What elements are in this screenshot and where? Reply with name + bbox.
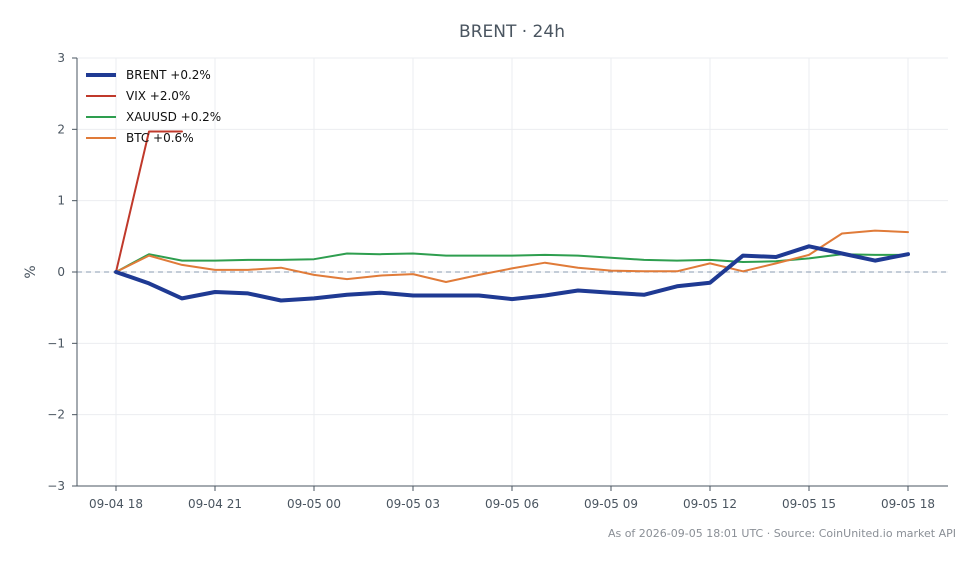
y-tick-label: 1 [57,194,65,208]
y-axis-label: % [23,265,39,278]
x-tick-label: 09-05 12 [683,497,737,511]
source-footer: As of 2026-09-05 18:01 UTC · Source: Coi… [607,527,956,540]
x-tick-label: 09-05 06 [485,497,539,511]
y-tick-label: 0 [57,265,65,279]
x-tick-label: 09-05 18 [881,497,935,511]
x-tick-label: 09-05 00 [287,497,341,511]
series-line-btc [115,229,909,283]
x-tick-label: 09-04 21 [188,497,242,511]
axes: 3 2 1 0 −1 −2 −3 09-04 18 09-04 21 09-05 00 09-05 … [47,51,948,511]
y-tick-label: −2 [47,408,65,422]
x-tick-label: 09-05 15 [782,497,836,511]
series-line-vix [115,130,183,273]
y-tick-label: 3 [57,51,65,65]
legend-label-btc: BTC +0.6% [126,131,194,145]
legend-label-vix: VIX +2.0% [126,89,190,103]
series-line-brent [114,244,910,303]
legend: BRENT +0.2% VIX +2.0% XAUUSD +0.2% BTC +0.6… [86,68,221,145]
y-tick-label: 2 [57,122,65,136]
series-lines [114,130,910,303]
x-tick-label: 09-05 03 [386,497,440,511]
grid-lines [77,57,948,487]
x-tick-label: 09-04 18 [89,497,143,511]
chart-title: BRENT · 24h [459,22,565,42]
y-tick-label: −3 [47,479,65,493]
x-tick-label: 09-05 09 [584,497,638,511]
series-line-xauusd [115,252,909,273]
legend-label-xauusd: XAUUSD +0.2% [126,110,221,124]
legend-label-brent: BRENT +0.2% [126,68,211,82]
y-tick-label: −1 [47,336,65,350]
